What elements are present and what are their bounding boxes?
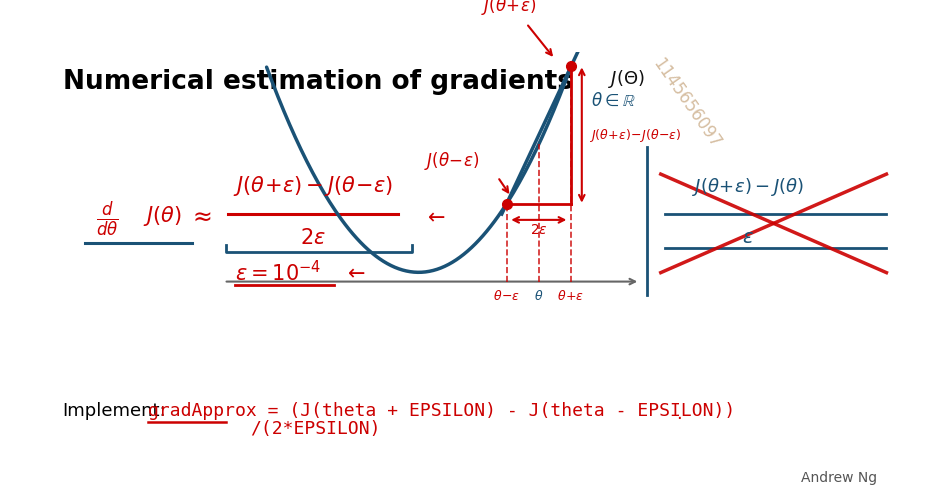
Text: $\theta\!-\!\varepsilon$: $\theta\!-\!\varepsilon$ (493, 289, 520, 303)
Text: $\varepsilon$: $\varepsilon$ (742, 228, 754, 247)
Text: $2\varepsilon$: $2\varepsilon$ (301, 228, 326, 248)
Text: Andrew Ng: Andrew Ng (802, 471, 877, 485)
Text: $\theta\!+\!\varepsilon$: $\theta\!+\!\varepsilon$ (557, 289, 585, 303)
Text: .: . (676, 405, 682, 423)
Text: $J(\theta\!-\!\varepsilon)$: $J(\theta\!-\!\varepsilon)$ (424, 150, 479, 172)
Text: $\theta$: $\theta$ (534, 289, 543, 303)
Text: Implement:: Implement: (63, 402, 166, 420)
Text: $2\varepsilon$: $2\varepsilon$ (530, 222, 548, 236)
Text: $\frac{d}{d\theta}$: $\frac{d}{d\theta}$ (96, 199, 118, 238)
Text: $J(\theta\!+\!\varepsilon) - J(\theta\!-\!\varepsilon)$: $J(\theta\!+\!\varepsilon) - J(\theta\!-… (233, 174, 393, 198)
Text: $\varepsilon = 10^{-4}$: $\varepsilon = 10^{-4}$ (235, 260, 321, 285)
Text: 1145656097: 1145656097 (650, 55, 724, 151)
Text: $J(\theta)$: $J(\theta)$ (143, 204, 182, 228)
Text: $\theta \in \mathbb{R}$: $\theta \in \mathbb{R}$ (590, 92, 635, 110)
Text: $\approx$: $\approx$ (188, 204, 212, 228)
Text: /(2*EPSILON): /(2*EPSILON) (251, 420, 381, 438)
Text: $J(\theta\!+\!\varepsilon) - J(\theta)$: $J(\theta\!+\!\varepsilon) - J(\theta)$ (692, 176, 804, 198)
Text: $\leftarrow$: $\leftarrow$ (423, 206, 446, 226)
Text: $J(\theta\!+\!\varepsilon)$: $J(\theta\!+\!\varepsilon)$ (480, 0, 536, 17)
Text: $\leftarrow$: $\leftarrow$ (343, 263, 365, 283)
Text: gradApprox = (J(theta + EPSILON) - J(theta - EPSILON)): gradApprox = (J(theta + EPSILON) - J(the… (148, 402, 735, 420)
Text: $J(\Theta)$: $J(\Theta)$ (608, 68, 645, 90)
Text: $J(\theta\!+\!\varepsilon)\!-\!J(\theta\!-\!\varepsilon)$: $J(\theta\!+\!\varepsilon)\!-\!J(\theta\… (589, 127, 682, 143)
Text: Numerical estimation of gradients: Numerical estimation of gradients (63, 69, 572, 95)
